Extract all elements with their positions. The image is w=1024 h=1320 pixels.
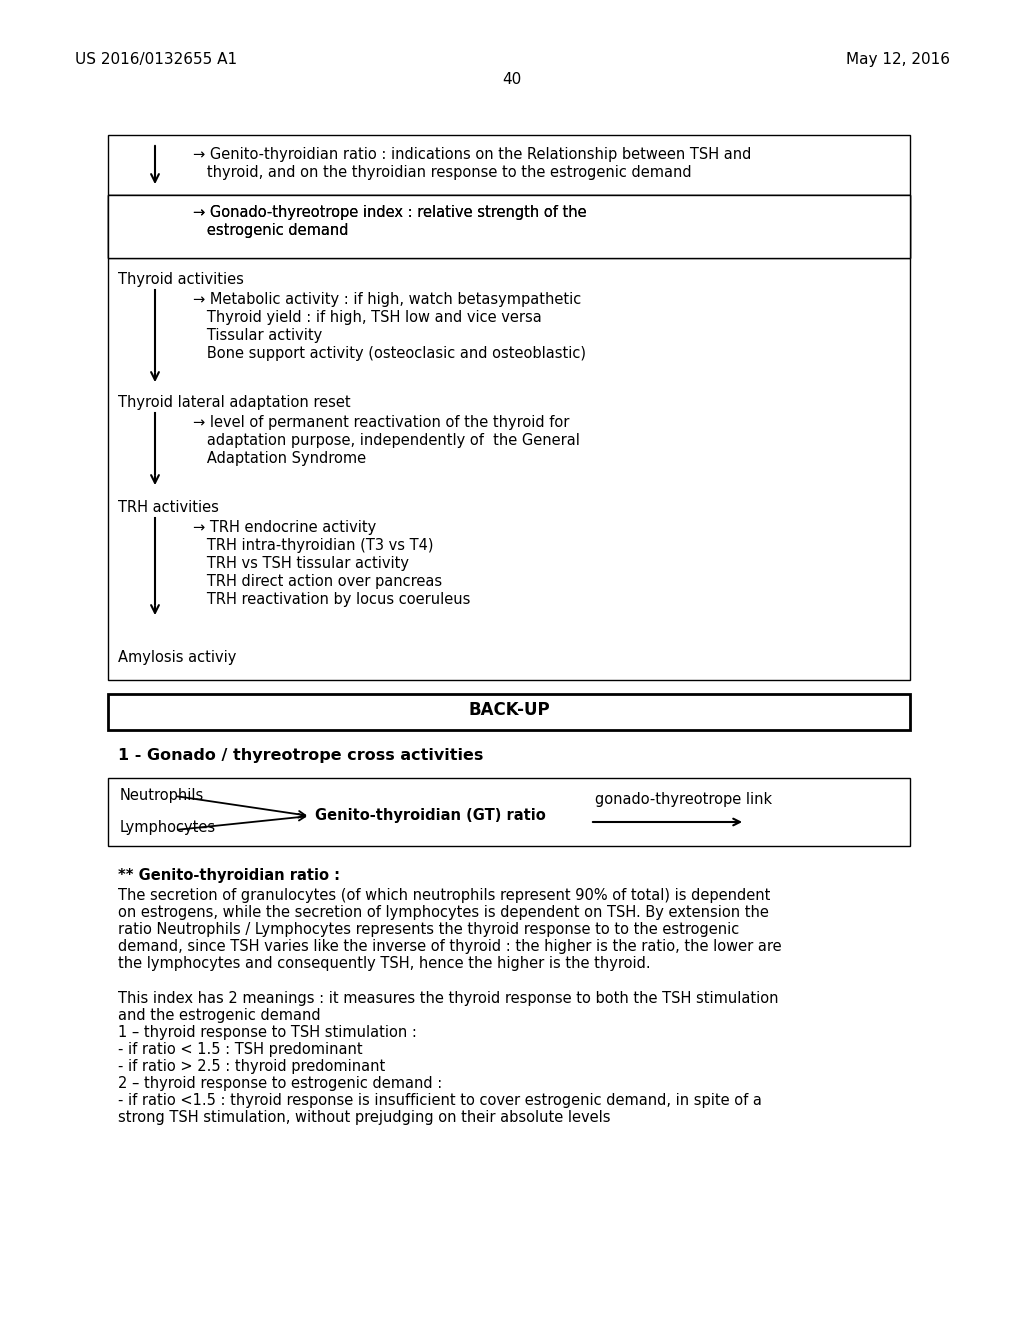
Text: demand, since TSH varies like the inverse of thyroid : the higher is the ratio, : demand, since TSH varies like the invers…	[118, 939, 781, 954]
Bar	[108, 195, 910, 257]
Text: ratio Neutrophils / Lymphocytes represents the thyroid response to to the estrog: ratio Neutrophils / Lymphocytes represen…	[118, 921, 739, 937]
Text: → TRH endocrine activity: → TRH endocrine activity	[193, 520, 376, 535]
Text: Neutrophils: Neutrophils	[120, 788, 204, 803]
Text: TRH intra-thyroidian (T3 vs T4): TRH intra-thyroidian (T3 vs T4)	[193, 539, 433, 553]
Text: Lymphocytes: Lymphocytes	[120, 820, 216, 836]
Text: the lymphocytes and consequently TSH, hence the higher is the thyroid.: the lymphocytes and consequently TSH, he…	[118, 956, 650, 972]
Text: adaptation purpose, independently of  the General: adaptation purpose, independently of the…	[193, 433, 580, 447]
Text: TRH reactivation by locus coeruleus: TRH reactivation by locus coeruleus	[193, 591, 470, 607]
Text: 40: 40	[503, 73, 521, 87]
Text: This index has 2 meanings : it measures the thyroid response to both the TSH sti: This index has 2 meanings : it measures …	[118, 991, 778, 1006]
Text: 1 – thyroid response to TSH stimulation :: 1 – thyroid response to TSH stimulation …	[118, 1026, 417, 1040]
Bar	[108, 777, 910, 846]
Text: BACK-UP: BACK-UP	[468, 701, 550, 719]
Text: TRH activities: TRH activities	[118, 500, 219, 515]
Text: The secretion of granulocytes (of which neutrophils represent 90% of total) is d: The secretion of granulocytes (of which …	[118, 888, 770, 903]
Text: - if ratio > 2.5 : thyroid predominant: - if ratio > 2.5 : thyroid predominant	[118, 1059, 385, 1074]
Text: 1 - Gonado / thyreotrope cross activities: 1 - Gonado / thyreotrope cross activitie…	[118, 748, 483, 763]
Text: → Gonado-thyreotrope index : relative strength of the: → Gonado-thyreotrope index : relative st…	[193, 205, 587, 220]
Text: Genito-thyroidian (GT) ratio: Genito-thyroidian (GT) ratio	[315, 808, 546, 822]
Text: estrogenic demand: estrogenic demand	[193, 223, 348, 238]
Text: TRH vs TSH tissular activity: TRH vs TSH tissular activity	[193, 556, 409, 572]
Text: Thyroid activities: Thyroid activities	[118, 272, 244, 286]
Text: 2 – thyroid response to estrogenic demand :: 2 – thyroid response to estrogenic deman…	[118, 1076, 442, 1092]
Text: Bone support activity (osteoclasic and osteoblastic): Bone support activity (osteoclasic and o…	[193, 346, 586, 360]
Text: Tissular activity: Tissular activity	[193, 327, 323, 343]
Text: Thyroid lateral adaptation reset: Thyroid lateral adaptation reset	[118, 395, 350, 411]
Text: thyroid, and on the thyroidian response to the estrogenic demand: thyroid, and on the thyroidian response …	[193, 165, 691, 180]
Text: - if ratio < 1.5 : TSH predominant: - if ratio < 1.5 : TSH predominant	[118, 1041, 362, 1057]
Text: → Metabolic activity : if high, watch betasympathetic: → Metabolic activity : if high, watch be…	[193, 292, 582, 308]
Text: strong TSH stimulation, without prejudging on their absolute levels: strong TSH stimulation, without prejudgi…	[118, 1110, 610, 1125]
Text: gonado-thyreotrope link: gonado-thyreotrope link	[595, 792, 772, 807]
Text: and the estrogenic demand: and the estrogenic demand	[118, 1008, 321, 1023]
Bar	[108, 195, 910, 257]
Text: on estrogens, while the secretion of lymphocytes is dependent on TSH. By extensi: on estrogens, while the secretion of lym…	[118, 906, 769, 920]
Text: Amylosis activiy: Amylosis activiy	[118, 649, 237, 665]
Text: - if ratio <1.5 : thyroid response is insufficient to cover estrogenic demand, i: - if ratio <1.5 : thyroid response is in…	[118, 1093, 762, 1107]
Text: TRH direct action over pancreas: TRH direct action over pancreas	[193, 574, 442, 589]
Text: estrogenic demand: estrogenic demand	[193, 223, 348, 238]
Text: Thyroid yield : if high, TSH low and vice versa: Thyroid yield : if high, TSH low and vic…	[193, 310, 542, 325]
Text: → Genito-thyroidian ratio : indications on the Relationship between TSH and: → Genito-thyroidian ratio : indications …	[193, 147, 752, 162]
Bar	[108, 135, 910, 195]
Text: Adaptation Syndrome: Adaptation Syndrome	[193, 451, 367, 466]
Bar	[108, 694, 910, 730]
Text: May 12, 2016: May 12, 2016	[846, 51, 950, 67]
Bar	[108, 195, 910, 680]
Text: → level of permanent reactivation of the thyroid for: → level of permanent reactivation of the…	[193, 414, 569, 430]
Text: US 2016/0132655 A1: US 2016/0132655 A1	[75, 51, 238, 67]
Text: → Gonado-thyreotrope index : relative strength of the: → Gonado-thyreotrope index : relative st…	[193, 205, 587, 220]
Text: ** Genito-thyroidian ratio :: ** Genito-thyroidian ratio :	[118, 869, 340, 883]
